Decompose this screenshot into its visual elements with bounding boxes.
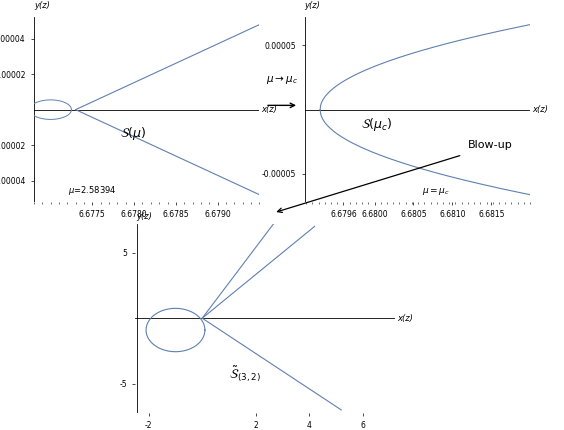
Text: $\tilde{\mathcal{S}}_{(3,2)}$: $\tilde{\mathcal{S}}_{(3,2)}$ [229,364,261,384]
Text: Blow-up: Blow-up [468,141,513,150]
Text: $\mathcal{S}(\mu_c)$: $\mathcal{S}(\mu_c)$ [361,116,393,133]
Text: y(z): y(z) [305,1,320,10]
Text: y(z): y(z) [136,212,153,221]
Text: x(z): x(z) [398,314,413,322]
Text: x(z): x(z) [262,105,277,114]
Text: $\mu = \mu_c$: $\mu = \mu_c$ [422,186,450,197]
Text: y(z): y(z) [34,1,50,10]
Text: $\mu$=2.58394: $\mu$=2.58394 [68,184,116,197]
Text: x(z): x(z) [532,105,548,114]
Text: $\mu\to\mu_c$: $\mu\to\mu_c$ [266,74,298,86]
Text: $\mathcal{S}(\mu)$: $\mathcal{S}(\mu)$ [120,126,146,142]
